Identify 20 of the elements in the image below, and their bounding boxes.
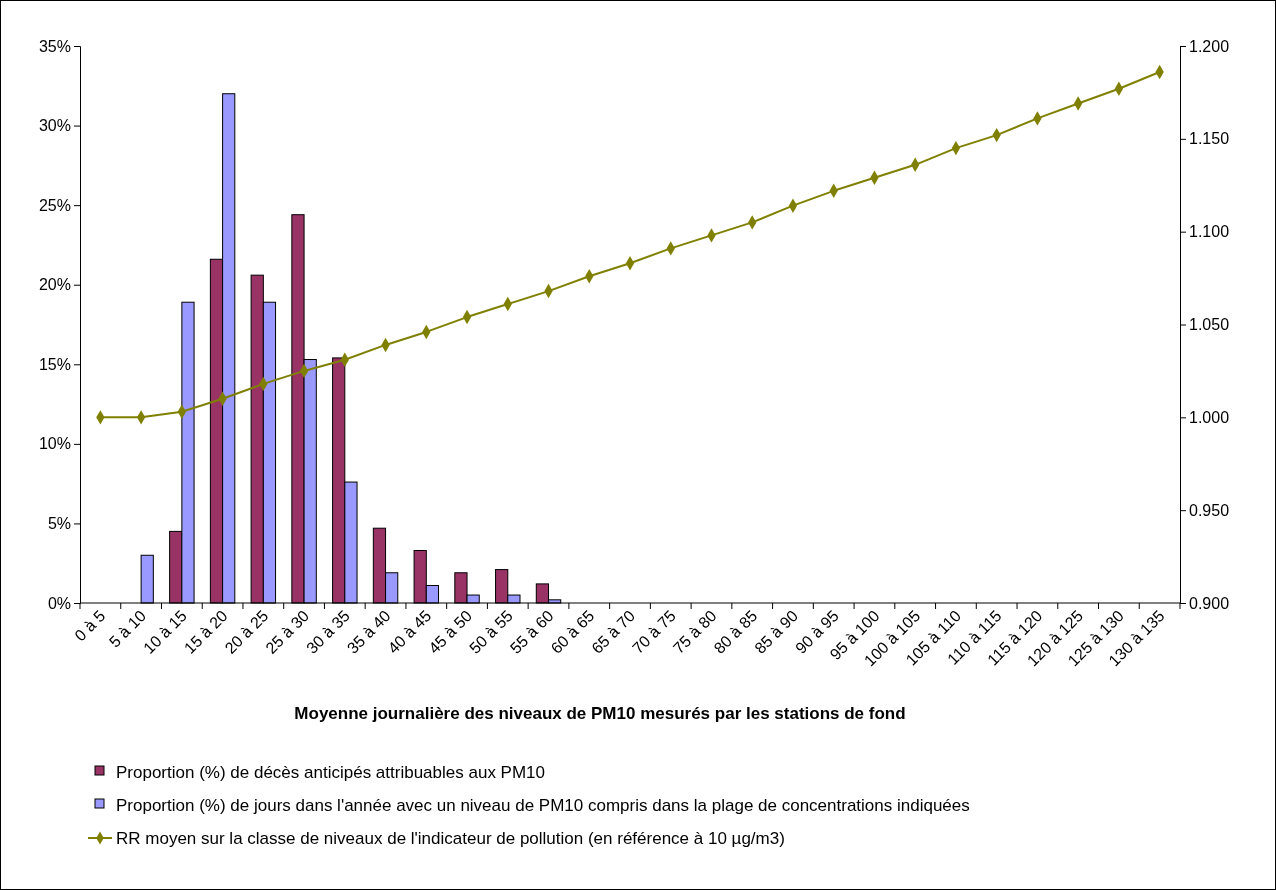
y-tick-label: 5% (47, 515, 71, 533)
y2-tick-label: 1.050 (1189, 316, 1230, 334)
y2-tick-label: 1.100 (1189, 223, 1230, 241)
y2-tick-label: 1.000 (1189, 408, 1230, 426)
y-tick-label: 10% (38, 435, 71, 453)
y-tick-label: 20% (38, 276, 71, 294)
y2-tick-label: 1.200 (1189, 37, 1230, 55)
y2-tick-label: 0.950 (1189, 501, 1230, 519)
x-axis-title: Moyenne journalière des niveaux de PM10 mesurés par les stations de fond (294, 704, 906, 723)
legend-label: Proportion (%) de décès anticipés attribuables aux PM10 (116, 763, 546, 782)
x-tick-label: 0 à 5 (71, 607, 109, 645)
y2-tick-label: 0.900 (1189, 594, 1230, 612)
y-tick-label: 0% (47, 594, 71, 612)
legend-label: Proportion (%) de jours dans l'année avec un niveau de PM10 compris dans la plage de concentrations indiquées (116, 796, 970, 815)
y-tick-label: 35% (38, 37, 71, 55)
y-tick-label: 15% (38, 355, 71, 373)
y2-tick-label: 1.150 (1189, 130, 1230, 148)
legend-label: RR moyen sur la classe de niveaux de l'indicateur de pollution (en référence à 10 µg/m3) (116, 829, 785, 848)
y-tick-label: 25% (38, 196, 71, 214)
y-tick-label: 30% (38, 117, 71, 135)
